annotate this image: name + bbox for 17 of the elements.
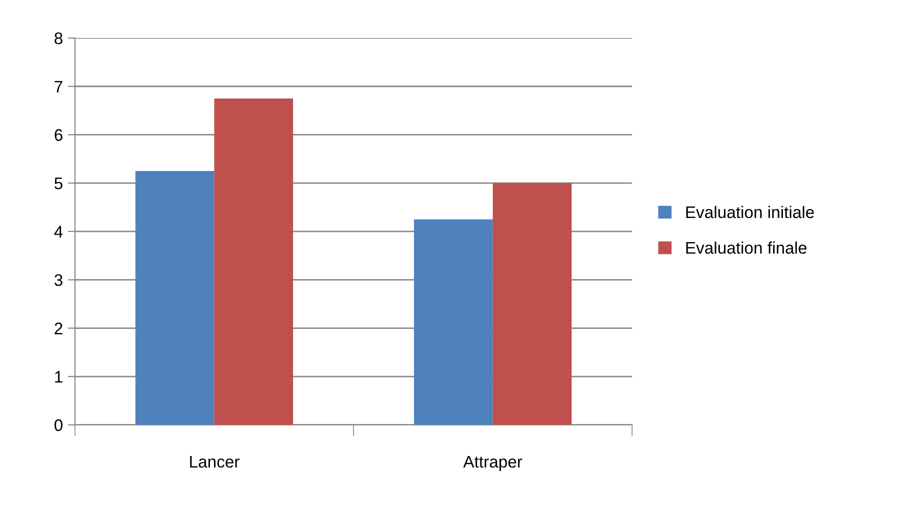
legend-label: Evaluation finale [686, 242, 806, 254]
x-tick-label: Attraper [463, 456, 522, 471]
y-tick-label: 1 [55, 371, 62, 383]
y-tick-label: 7 [54, 80, 62, 92]
y-tick-label: 2 [54, 322, 62, 334]
legend-label: Evaluation initiale [686, 206, 814, 218]
y-tick-label: 6 [54, 129, 62, 141]
bar [492, 183, 572, 425]
y-tick-label: 4 [54, 226, 63, 238]
x-tick-label: Lancer [190, 456, 240, 468]
y-tick-label: 0 [54, 419, 62, 432]
bar [214, 98, 294, 425]
y-tick-label: 8 [54, 32, 62, 44]
bar [414, 219, 493, 425]
y-tick-label: 5 [54, 178, 62, 190]
y-tick-label: 3 [54, 274, 62, 286]
bar [135, 171, 214, 425]
